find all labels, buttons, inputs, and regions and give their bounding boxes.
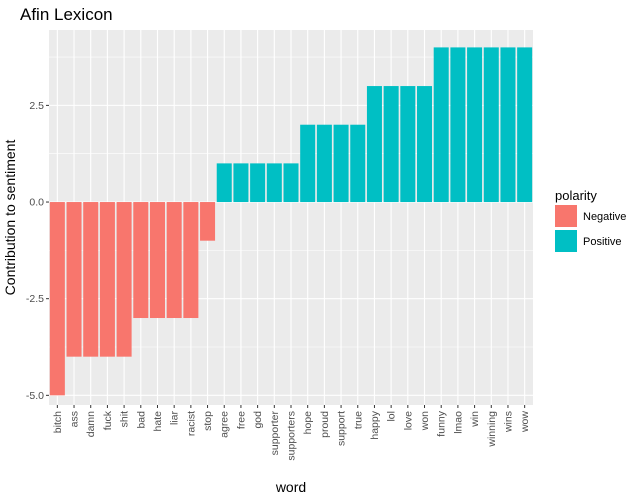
y-tick-label: 2.5 <box>29 100 44 112</box>
legend-key-positive <box>555 230 577 252</box>
bar-supporter <box>266 163 282 203</box>
bar-ass <box>66 202 82 357</box>
x-tick-label-racist: racist <box>185 411 197 436</box>
x-tick-label-agree: agree <box>219 411 231 438</box>
bar-wins <box>500 47 516 203</box>
x-axis-title: word <box>275 479 306 495</box>
bar-shit <box>116 202 132 357</box>
bar-proud <box>316 124 332 203</box>
bar-hope <box>300 124 316 203</box>
legend-label-negative: Negative <box>583 211 626 223</box>
x-tick-label-bitch: bitch <box>52 411 64 433</box>
x-tick-label-true: true <box>352 411 364 429</box>
bar-bad <box>133 202 149 319</box>
x-axis: bitch ass damn fuck shit bad hate liar racist sto… <box>52 405 531 461</box>
chart-title: Afin Lexicon <box>20 5 113 24</box>
bar-win <box>467 47 483 203</box>
bar-free <box>233 163 249 203</box>
x-tick-label-happy: happy <box>369 410 381 439</box>
bar-fuck <box>99 202 115 357</box>
bar-wow <box>517 47 533 203</box>
bar-love <box>400 86 416 203</box>
bar-hate <box>149 202 165 319</box>
bar-won <box>417 86 433 203</box>
y-axis: -5.0 -2.5 0.0 2.5 <box>26 100 49 402</box>
bars <box>49 47 533 396</box>
x-tick-label-winning: winning <box>486 411 498 448</box>
bar-happy <box>366 86 382 203</box>
bar-liar <box>166 202 182 319</box>
bar-winning <box>483 47 499 203</box>
x-tick-label-lol: lol <box>386 411 398 422</box>
y-tick-label: 0.0 <box>29 197 44 209</box>
bar-god <box>250 163 266 203</box>
bar-racist <box>183 202 199 319</box>
x-tick-label-fuck: fuck <box>102 410 114 430</box>
x-tick-label-love: love <box>402 411 414 430</box>
x-tick-label-shit: shit <box>119 411 131 427</box>
x-tick-label-win: win <box>469 411 481 428</box>
x-tick-label-hate: hate <box>152 411 164 432</box>
legend: polarity Negative Positive <box>555 188 626 252</box>
x-tick-label-supporters: supporters <box>286 411 298 461</box>
bar-bitch <box>49 202 65 396</box>
bar-true <box>350 124 366 203</box>
legend-title: polarity <box>555 188 597 203</box>
bar-agree <box>216 163 232 203</box>
legend-key-negative <box>555 205 577 227</box>
bar-funny <box>433 47 449 203</box>
x-tick-label-lmao: lmao <box>452 411 464 434</box>
x-tick-label-support: support <box>336 411 348 446</box>
bar-supporters <box>283 163 299 203</box>
x-tick-label-liar: liar <box>169 411 181 426</box>
bar-lol <box>383 86 399 203</box>
x-tick-label-wins: wins <box>502 411 514 433</box>
x-tick-label-proud: proud <box>319 411 331 438</box>
x-tick-label-funny: funny <box>436 410 448 436</box>
bar-support <box>333 124 349 203</box>
x-tick-label-free: free <box>235 411 247 429</box>
x-tick-label-wow: wow <box>519 411 531 433</box>
legend-label-positive: Positive <box>583 236 622 248</box>
x-tick-label-won: won <box>419 411 431 431</box>
y-tick-label: -5.0 <box>26 390 44 402</box>
x-tick-label-god: god <box>252 411 264 429</box>
x-tick-label-bad: bad <box>135 411 147 429</box>
bar-stop <box>200 202 216 241</box>
x-tick-label-stop: stop <box>202 411 214 431</box>
y-axis-title: Contribution to sentiment <box>2 140 18 296</box>
bar-damn <box>83 202 99 357</box>
bar-lmao <box>450 47 466 203</box>
y-tick-label: -2.5 <box>26 293 44 305</box>
x-tick-label-damn: damn <box>85 411 97 437</box>
x-tick-label-supporter: supporter <box>269 410 281 455</box>
x-tick-label-hope: hope <box>302 411 314 435</box>
x-tick-label-ass: ass <box>69 411 81 427</box>
